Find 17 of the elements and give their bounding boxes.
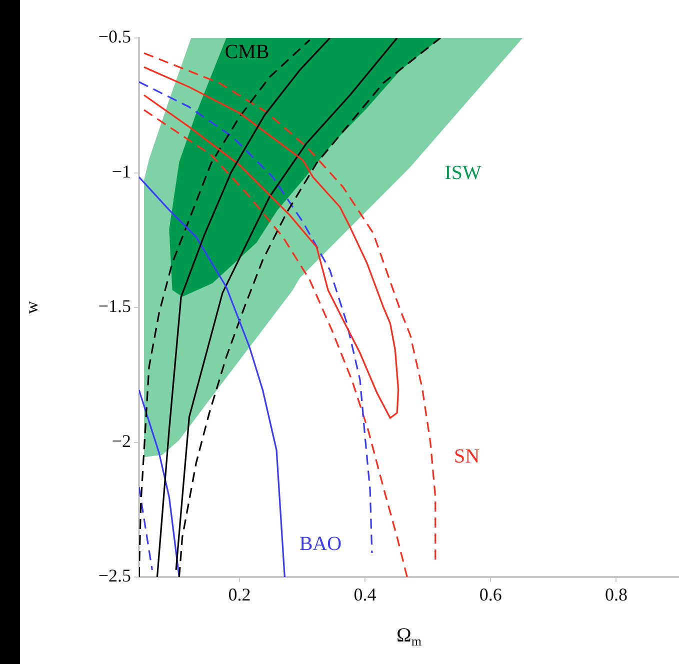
- annotation: SN: [454, 446, 480, 468]
- x-tick-label: 0.2: [228, 584, 251, 605]
- line-series: [139, 81, 373, 554]
- y-tick-label: −1.5: [98, 296, 131, 316]
- x-tick-label: 0.8: [604, 584, 628, 605]
- y-tick-label: −2: [112, 430, 131, 451]
- y-tick-label: −0.5: [98, 26, 131, 47]
- x-tick-label: 0.6: [479, 584, 502, 605]
- annotation: CMB: [224, 40, 270, 63]
- x-tick-label: 0.4: [354, 584, 376, 605]
- y-tick-label: −1: [112, 161, 131, 182]
- annotation: BAO: [299, 532, 342, 555]
- line-series: [178, 38, 442, 577]
- y-tick-label: −2.5: [98, 566, 131, 586]
- y-axis-title: w: [22, 301, 42, 314]
- annotation: ISW: [444, 162, 482, 184]
- line-series: [143, 109, 408, 577]
